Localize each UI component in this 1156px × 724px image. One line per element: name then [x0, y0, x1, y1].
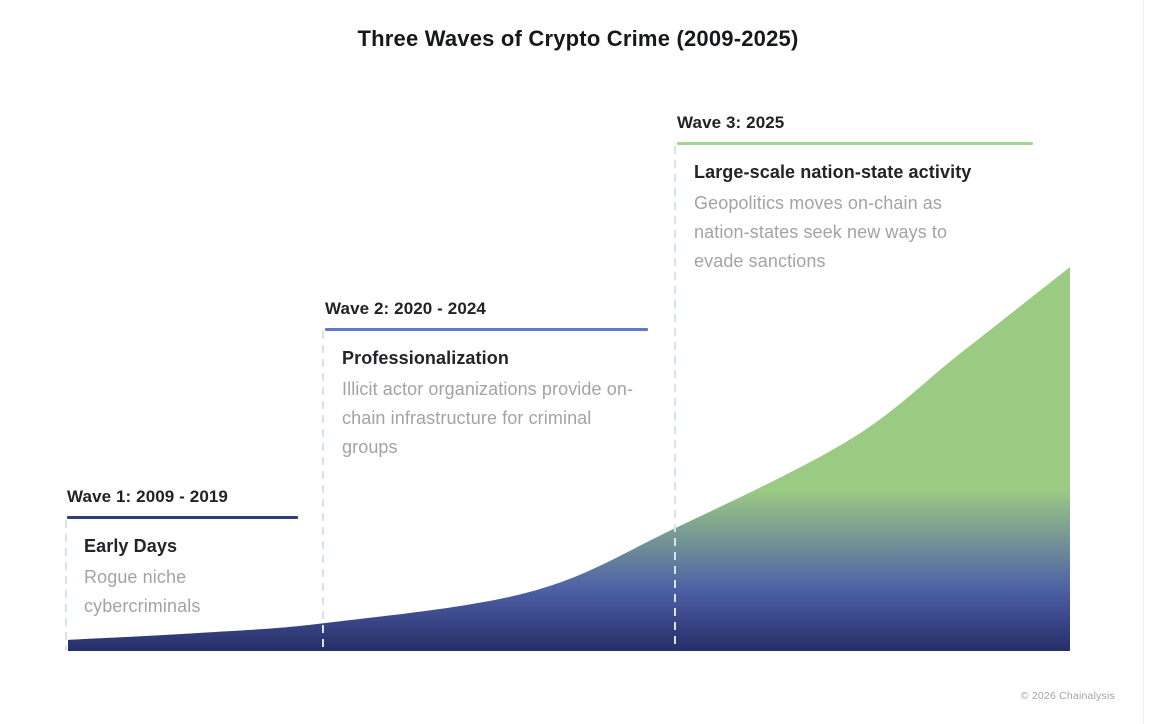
wave-3-underline — [677, 142, 1033, 145]
wave-3-heading: Large-scale nation-state activity — [694, 162, 972, 182]
wave-2-underline — [325, 328, 648, 331]
wave-1-underline — [67, 516, 298, 519]
wave-2-label: Wave 2: 2020 - 2024 — [325, 299, 486, 318]
crime-curve-area — [68, 267, 1070, 651]
wave-1-description: Rogue niche cybercriminals — [84, 567, 201, 616]
wave-2-heading: Professionalization — [342, 348, 509, 368]
page-right-border — [1143, 0, 1144, 724]
wave-2-annotation: Wave 2: 2020 - 2024 Professionalization … — [325, 299, 648, 462]
wave-2-description: Illicit actor organizations provide on-c… — [342, 379, 634, 457]
wave-1-card: Early Days Rogue niche cybercriminals — [84, 534, 298, 621]
copyright-notice: © 2026 Chainalysis — [1020, 690, 1115, 702]
wave-3-divider-line — [674, 146, 676, 650]
wave-3-description: Geopolitics moves on-chain as nation-sta… — [694, 193, 948, 271]
wave-2-card: Professionalization Illicit actor organi… — [342, 346, 648, 462]
wave-1-divider-line — [65, 520, 67, 650]
wave-3-card: Large-scale nation-state activity Geopol… — [694, 160, 1033, 276]
wave-3-label: Wave 3: 2025 — [677, 113, 785, 132]
wave-1-label: Wave 1: 2009 - 2019 — [67, 487, 228, 506]
wave-1-heading: Early Days — [84, 536, 178, 556]
wave-1-annotation: Wave 1: 2009 - 2019 Early Days Rogue nic… — [67, 487, 298, 621]
chart-title: Three Waves of Crypto Crime (2009-2025) — [357, 26, 799, 51]
wave-3-annotation: Wave 3: 2025 Large-scale nation-state ac… — [677, 113, 1033, 276]
wave-2-divider-line — [322, 331, 324, 650]
